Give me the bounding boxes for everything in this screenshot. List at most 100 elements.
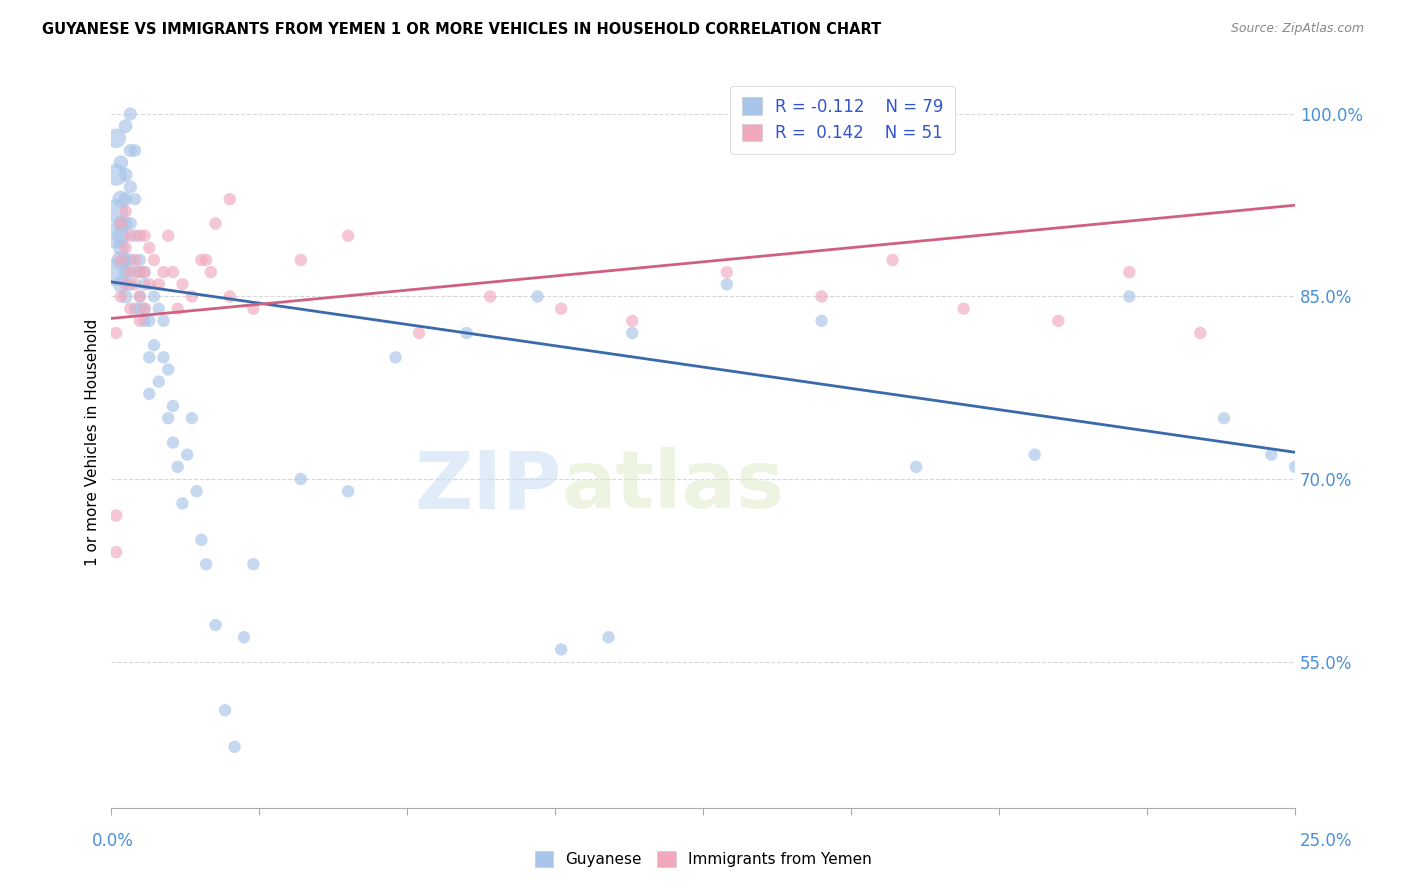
Point	[162, 265, 184, 279]
Point	[124, 252, 146, 267]
Point	[810, 314, 832, 328]
Point	[128, 301, 150, 316]
Point	[143, 289, 166, 303]
Text: ZIP: ZIP	[413, 448, 561, 525]
Point	[134, 277, 156, 292]
Point	[114, 265, 136, 279]
Point	[157, 411, 180, 425]
Point	[124, 301, 146, 316]
Point	[128, 289, 150, 303]
Point	[550, 301, 572, 316]
Point	[124, 192, 146, 206]
Point	[148, 301, 170, 316]
Point	[152, 265, 174, 279]
Point	[882, 252, 904, 267]
Point	[128, 314, 150, 328]
Point	[105, 508, 128, 523]
Text: 25.0%: 25.0%	[1301, 831, 1353, 849]
Point	[176, 448, 198, 462]
Point	[134, 301, 156, 316]
Point	[114, 241, 136, 255]
Point	[114, 168, 136, 182]
Point	[105, 131, 128, 145]
Point	[716, 277, 738, 292]
Point	[172, 277, 194, 292]
Point	[124, 228, 146, 243]
Point	[148, 277, 170, 292]
Point	[190, 533, 212, 547]
Point	[195, 558, 218, 572]
Point	[120, 107, 142, 121]
Point	[110, 252, 132, 267]
Point	[550, 642, 572, 657]
Point	[120, 180, 142, 194]
Point	[172, 496, 194, 510]
Point	[242, 301, 264, 316]
Point	[134, 265, 156, 279]
Point	[114, 217, 136, 231]
Text: 0.0%: 0.0%	[91, 831, 134, 849]
Point	[110, 252, 132, 267]
Point	[1189, 326, 1212, 340]
Point	[138, 387, 160, 401]
Point	[120, 217, 142, 231]
Point	[157, 228, 180, 243]
Point	[337, 228, 360, 243]
Point	[218, 289, 240, 303]
Point	[120, 265, 142, 279]
Point	[114, 204, 136, 219]
Point	[110, 241, 132, 255]
Point	[110, 192, 132, 206]
Point	[120, 228, 142, 243]
Point	[233, 630, 256, 644]
Point	[180, 411, 202, 425]
Point	[1024, 448, 1046, 462]
Point	[105, 545, 128, 559]
Point	[166, 301, 188, 316]
Point	[526, 289, 548, 303]
Point	[114, 192, 136, 206]
Point	[479, 289, 502, 303]
Point	[1213, 411, 1236, 425]
Point	[190, 252, 212, 267]
Point	[128, 289, 150, 303]
Point	[148, 375, 170, 389]
Point	[195, 252, 218, 267]
Text: GUYANESE VS IMMIGRANTS FROM YEMEN 1 OR MORE VEHICLES IN HOUSEHOLD CORRELATION CH: GUYANESE VS IMMIGRANTS FROM YEMEN 1 OR M…	[42, 22, 882, 37]
Point	[105, 228, 128, 243]
Point	[114, 252, 136, 267]
Point	[166, 459, 188, 474]
Point	[124, 265, 146, 279]
Point	[134, 228, 156, 243]
Point	[905, 459, 928, 474]
Point	[1118, 265, 1140, 279]
Point	[152, 314, 174, 328]
Point	[162, 435, 184, 450]
Point	[152, 351, 174, 365]
Point	[598, 630, 620, 644]
Point	[290, 252, 312, 267]
Point	[157, 362, 180, 376]
Point	[1118, 289, 1140, 303]
Point	[114, 289, 136, 303]
Legend: Guyanese, Immigrants from Yemen: Guyanese, Immigrants from Yemen	[529, 845, 877, 873]
Point	[242, 558, 264, 572]
Point	[384, 351, 406, 365]
Y-axis label: 1 or more Vehicles in Household: 1 or more Vehicles in Household	[86, 319, 100, 566]
Point	[128, 265, 150, 279]
Point	[110, 289, 132, 303]
Point	[180, 289, 202, 303]
Point	[1284, 459, 1306, 474]
Point	[290, 472, 312, 486]
Point	[162, 399, 184, 413]
Point	[716, 265, 738, 279]
Point	[105, 168, 128, 182]
Point	[138, 314, 160, 328]
Point	[138, 351, 160, 365]
Point	[143, 252, 166, 267]
Point	[120, 277, 142, 292]
Point	[952, 301, 974, 316]
Point	[143, 338, 166, 352]
Point	[1047, 314, 1070, 328]
Point	[204, 618, 226, 632]
